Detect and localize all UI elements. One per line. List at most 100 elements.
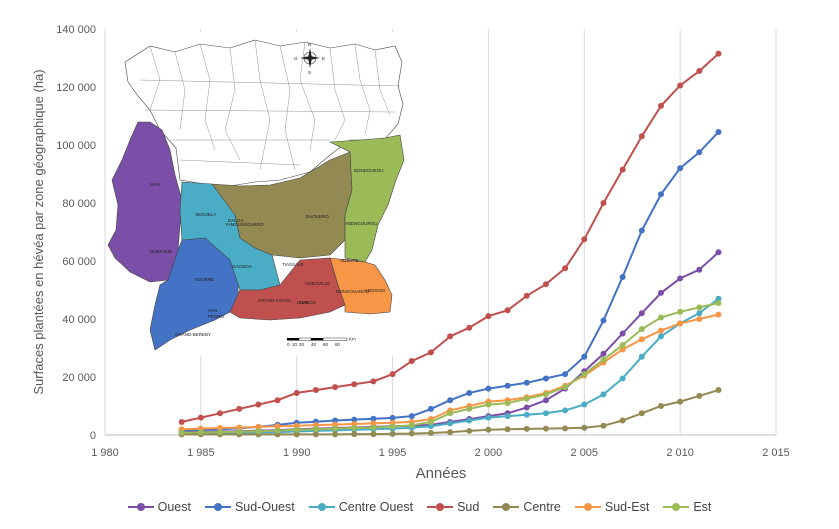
- x-tick-label: 1 990: [283, 447, 311, 459]
- scale-tick: 20: [299, 342, 305, 347]
- data-point: [562, 425, 569, 432]
- scale-tick: 60: [323, 342, 329, 347]
- y-tick-label: 100 000: [56, 140, 96, 152]
- series-sud: [178, 50, 722, 425]
- map-label: GRAND-BEREBY: [175, 332, 211, 337]
- data-point: [696, 310, 703, 317]
- x-tick-labels: 1 980 1 985 1 990 1 995 2 000 2 005 2 010 2 015: [91, 447, 790, 459]
- data-point: [638, 310, 645, 317]
- data-point: [542, 425, 549, 432]
- data-point: [466, 405, 473, 412]
- data-point: [696, 68, 703, 75]
- data-point: [504, 426, 511, 433]
- map-region-sud-est: [329, 257, 393, 315]
- map-label: AGBOVILLE: [305, 281, 330, 286]
- x-tick-label: 1 995: [379, 447, 407, 459]
- data-point: [562, 371, 569, 378]
- series-est: [178, 300, 722, 436]
- y-axis-title: Surfaces plantées en hévéa par zone géog…: [31, 69, 46, 394]
- data-point: [657, 403, 664, 409]
- data-point: [657, 314, 664, 321]
- data-point: [312, 426, 319, 433]
- legend-swatch: [127, 502, 154, 512]
- data-point: [332, 384, 339, 391]
- data-point: [715, 295, 722, 302]
- series-sud-ouest: [178, 128, 722, 434]
- data-point: [389, 423, 396, 430]
- legend-label: Sud-Ouest: [234, 500, 295, 514]
- data-point: [715, 128, 722, 135]
- data-point: [715, 300, 722, 307]
- data-point: [504, 307, 511, 314]
- map-label: ABENGOUROU: [345, 221, 378, 226]
- y-tick-label: 120 000: [56, 82, 96, 94]
- data-point: [600, 350, 607, 357]
- data-point: [466, 324, 473, 331]
- map-label: ABOISSO: [365, 288, 386, 293]
- scale-unit: Km: [349, 337, 356, 342]
- data-point: [677, 308, 684, 315]
- data-point: [677, 398, 684, 405]
- data-point: [657, 333, 664, 340]
- data-point: [657, 102, 664, 109]
- data-point: [523, 404, 530, 411]
- data-point: [638, 353, 645, 360]
- data-point: [696, 316, 703, 322]
- data-point: [370, 431, 377, 438]
- data-point: [485, 401, 492, 408]
- legend-label: Sud-Est: [604, 500, 650, 514]
- data-point: [696, 392, 703, 399]
- data-point: [504, 382, 511, 389]
- data-point: [255, 428, 262, 435]
- data-point: [293, 389, 300, 396]
- legend-item: Centre Ouest: [308, 500, 413, 514]
- data-point: [657, 289, 664, 296]
- data-point: [274, 397, 281, 404]
- data-point: [677, 165, 684, 172]
- data-point: [485, 313, 492, 320]
- legend-swatch: [493, 502, 520, 512]
- data-point: [427, 429, 434, 436]
- data-point: [351, 381, 358, 388]
- map-label: BONGOUANOU: [336, 289, 369, 294]
- scale-tick: 80: [335, 342, 341, 347]
- data-point: [408, 422, 415, 429]
- data-point: [197, 414, 204, 421]
- map-label: SEGUELA: [195, 212, 216, 217]
- data-point: [600, 356, 607, 363]
- data-point: [619, 166, 626, 173]
- data-point: [217, 429, 224, 436]
- data-point: [677, 320, 684, 327]
- data-point: [638, 410, 645, 417]
- data-point: [600, 391, 607, 398]
- x-tick-label: 2 015: [762, 447, 790, 459]
- data-point: [370, 378, 377, 385]
- y-tick-label: 0: [90, 430, 96, 442]
- data-point: [638, 326, 645, 333]
- inset-map: N S E O 0 10 20 40 60 80 Km MAN DUEKOUE SEGUELA D…: [107, 32, 410, 356]
- data-point: [619, 330, 626, 337]
- map-label: YAMOUSSOUKRO: [225, 222, 264, 227]
- data-point: [696, 304, 703, 311]
- data-point: [427, 349, 434, 356]
- data-point: [638, 133, 645, 140]
- map-labels: MAN DUEKOUE SEGUELA DALOA SOUBRE SAN PEDRO GAGN…: [150, 168, 386, 337]
- data-point: [542, 281, 549, 288]
- map-label: ADZOPE: [340, 258, 359, 263]
- data-point: [351, 416, 358, 423]
- compass-s: S: [308, 70, 311, 75]
- data-point: [408, 358, 415, 365]
- data-point: [255, 401, 262, 408]
- data-point: [485, 414, 492, 421]
- x-tick-label: 2 005: [571, 447, 599, 459]
- data-point: [217, 410, 224, 417]
- data-point: [485, 385, 492, 392]
- data-point: [427, 405, 434, 412]
- data-point: [312, 387, 319, 394]
- data-point: [312, 431, 319, 438]
- data-point: [677, 275, 684, 282]
- compass-rose-icon: N S E O: [294, 42, 325, 75]
- data-point: [600, 200, 607, 206]
- data-point: [696, 266, 703, 273]
